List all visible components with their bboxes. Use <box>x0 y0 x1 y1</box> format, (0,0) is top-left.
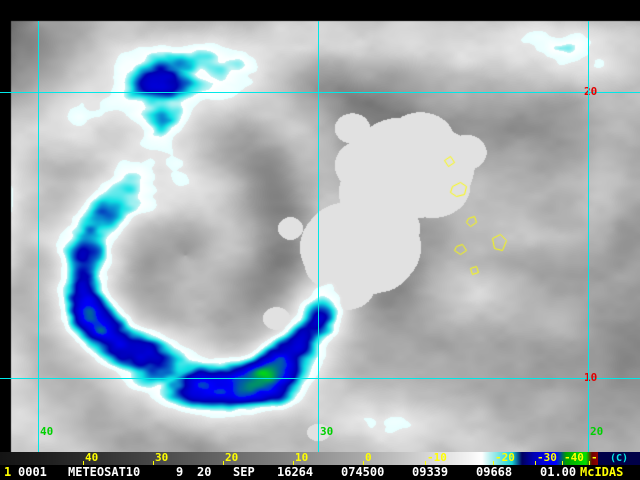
color-bar-tick <box>535 461 536 465</box>
color-bar-tick-label: -30 <box>537 451 557 464</box>
color-bar-tick-label: -20 <box>495 451 515 464</box>
color-bar-tick <box>493 461 494 465</box>
longitude-label: 30 <box>320 425 334 438</box>
color-bar-unit-label: (C) <box>598 452 640 465</box>
color-bar-tick <box>153 461 154 465</box>
status-field: SEP <box>233 465 255 479</box>
status-field: 0001 <box>18 465 47 479</box>
status-field: 9 <box>176 465 184 479</box>
color-bar-tick-label: 10 <box>295 451 309 464</box>
color-bar-tick-label: 0 <box>365 451 372 464</box>
color-bar-tick <box>83 461 84 465</box>
status-field: 09339 <box>412 465 449 479</box>
mcidas-brand-label: McIDAS <box>580 465 624 479</box>
status-field: 20 <box>197 465 212 479</box>
status-field: METEOSAT10 <box>68 465 141 479</box>
satellite-image-area[interactable]: 20 10 40 30 20 <box>0 0 640 452</box>
color-bar-tick-label: -40 <box>564 451 584 464</box>
frame-number: 1 <box>4 465 12 479</box>
color-bar-tick <box>293 461 294 465</box>
color-bar-tick <box>589 461 590 465</box>
color-bar-tick <box>425 461 426 465</box>
color-bar-tick-label: -10 <box>427 451 447 464</box>
status-field: 074500 <box>341 465 385 479</box>
latitude-label: 10 <box>584 371 598 384</box>
status-field: 16264 <box>277 465 314 479</box>
latitude-label: 20 <box>584 85 598 98</box>
color-bar-gradient <box>0 452 640 465</box>
color-bar-tick-label: 30 <box>155 451 169 464</box>
satellite-image-canvas[interactable] <box>0 0 640 452</box>
color-bar-tick-label: 20 <box>225 451 239 464</box>
longitude-label: 40 <box>40 425 54 438</box>
status-field: 01.00 <box>540 465 577 479</box>
longitude-label: 20 <box>590 425 604 438</box>
status-caption-bar: 1 0001 METEOSAT10 9 20 SEP 16264 074500 09339 09… <box>0 465 640 480</box>
color-bar-tick <box>562 461 563 465</box>
color-bar-tick <box>363 461 364 465</box>
color-bar-tick-label: 40 <box>85 451 99 464</box>
color-bar-tick <box>223 461 224 465</box>
status-field: 09668 <box>476 465 513 479</box>
